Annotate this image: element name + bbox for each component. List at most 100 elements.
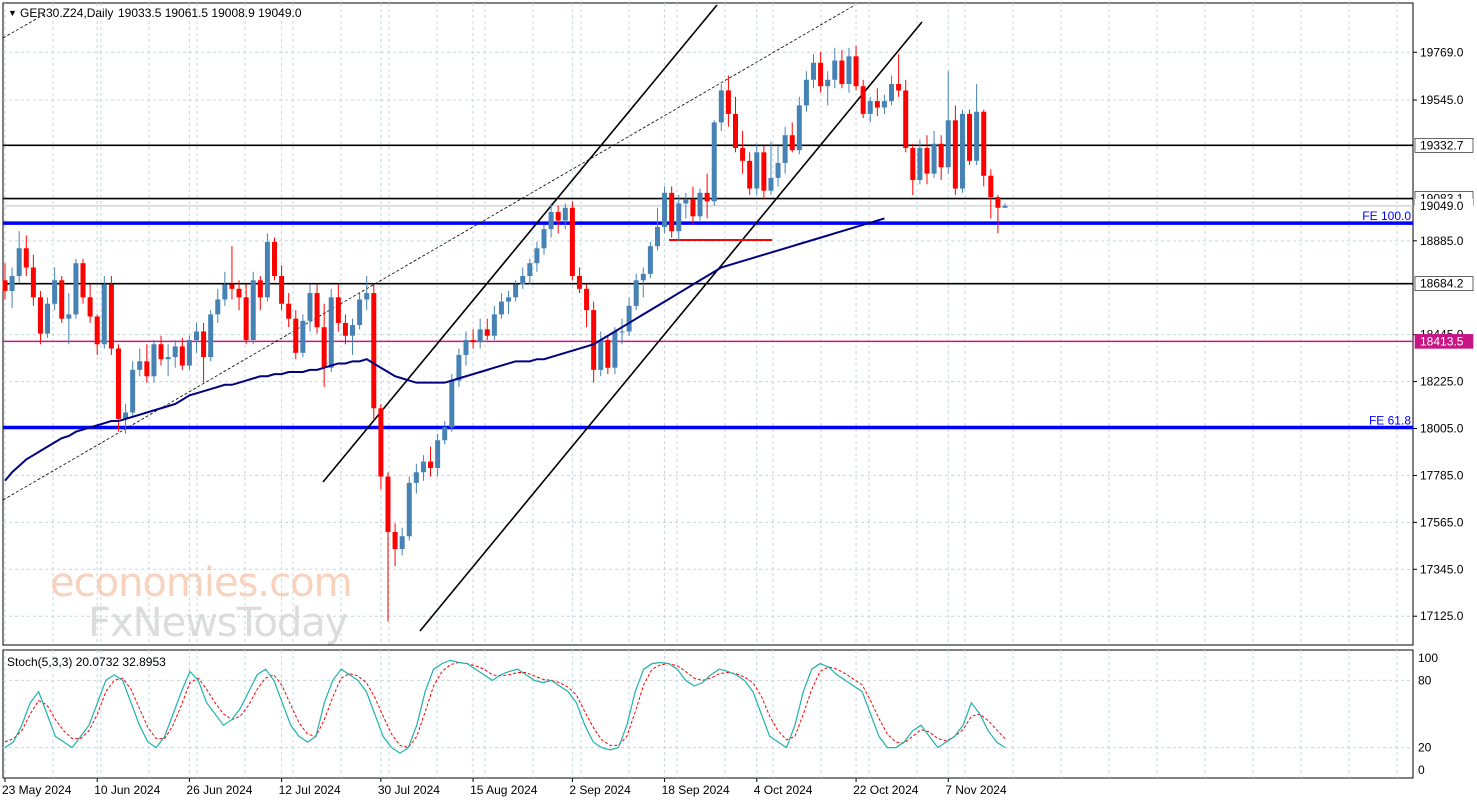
candle-body <box>690 199 696 217</box>
candle-body <box>917 148 923 181</box>
candle-body <box>350 325 356 336</box>
candle-body <box>16 248 22 277</box>
candle-body <box>243 297 249 340</box>
candle-body <box>541 229 547 249</box>
date-axis: 23 May 2024 10 Jun 2024 26 Jun 2024 12 Jul … <box>2 778 1007 797</box>
price-tick-label: 17785.0 <box>1420 468 1464 482</box>
candle-body <box>108 284 114 349</box>
candle-body <box>158 344 164 360</box>
candle-body <box>73 263 79 315</box>
candle-body <box>789 135 795 151</box>
candle-body <box>165 357 171 360</box>
candle-body <box>952 120 958 189</box>
candle-body <box>413 472 419 483</box>
candle-body <box>250 280 256 340</box>
ma-line <box>4 217 885 482</box>
candle-body <box>264 241 270 298</box>
candle-body <box>640 273 646 281</box>
candle-body <box>491 314 497 336</box>
candle-body <box>633 280 639 306</box>
candle-body <box>988 175 994 198</box>
date-tick-label: 23 May 2024 <box>2 783 72 797</box>
candle-body <box>123 412 129 419</box>
candle-body <box>818 62 824 87</box>
candle-body <box>945 120 951 168</box>
date-tick-label: 26 Jun 2024 <box>186 783 252 797</box>
candle-body <box>860 86 866 114</box>
candle-body <box>406 482 412 537</box>
candle-body <box>569 207 575 277</box>
candle-body <box>335 297 341 323</box>
price-tick-label: 19545.0 <box>1420 93 1464 107</box>
symbol-arrow-icon: ▼ <box>8 8 17 18</box>
stoch-signal-line <box>4 661 1006 749</box>
stoch-axis-label: 80 <box>1418 673 1432 687</box>
price-level-tag-label: 18684.2 <box>1420 277 1464 291</box>
stochastic-series <box>4 659 1006 754</box>
candle-body <box>87 297 93 317</box>
candle-body <box>484 329 490 336</box>
price-tick-label: 17345.0 <box>1420 562 1464 576</box>
candle-body <box>903 90 909 149</box>
candle-body <box>300 320 306 353</box>
candle-body <box>584 288 590 311</box>
date-tick-label: 7 Nov 2024 <box>945 783 1007 797</box>
candle-body <box>80 263 86 298</box>
candle-body <box>428 461 434 468</box>
stoch-panel[interactable] <box>2 649 1414 779</box>
candle-body <box>520 276 526 285</box>
date-tick-label: 22 Oct 2024 <box>853 783 919 797</box>
candle-body <box>768 177 774 191</box>
candle-body <box>201 331 207 358</box>
candle-body <box>392 531 398 550</box>
candle-body <box>846 56 852 85</box>
main-panel[interactable] <box>2 2 1414 646</box>
candle-body <box>229 284 235 289</box>
price-level-tag <box>1414 138 1474 153</box>
candle-body <box>796 105 802 151</box>
date-tick-label: 30 Jul 2024 <box>378 783 440 797</box>
candle-body <box>52 280 58 304</box>
candle-body <box>938 143 944 168</box>
candle-body <box>342 322 348 336</box>
candle-body <box>456 354 462 381</box>
candle-body <box>591 310 597 370</box>
candle-body <box>732 113 738 149</box>
candle-body <box>662 192 668 227</box>
date-tick-label: 10 Jun 2024 <box>94 783 160 797</box>
candle-body <box>208 314 214 358</box>
candle-body <box>222 284 228 300</box>
candle-body <box>889 84 895 102</box>
stoch-axis-label: 20 <box>1418 741 1432 755</box>
candle-body <box>307 293 313 321</box>
grid-lines <box>3 3 1413 778</box>
candle-body <box>513 284 519 298</box>
stoch-axis-label: 0 <box>1418 763 1425 777</box>
candle-body <box>357 299 363 326</box>
candle-body <box>718 90 724 123</box>
candle-body <box>215 299 221 315</box>
candle-body <box>839 60 845 85</box>
candle-body <box>761 152 767 191</box>
candle-body <box>676 203 682 232</box>
candle-body <box>385 476 391 532</box>
trend-lines <box>2 4 923 632</box>
candle-body <box>477 329 483 343</box>
candle-body <box>669 192 675 232</box>
candle-body <box>378 408 384 477</box>
date-tick-label: 18 Sep 2024 <box>662 783 730 797</box>
price-level-tag-label: 19332.7 <box>1420 138 1464 152</box>
candle-body <box>683 199 689 204</box>
candle-body <box>286 303 292 319</box>
candle-body <box>754 152 760 189</box>
candle-body <box>747 160 753 189</box>
price-tick-label: 17125.0 <box>1420 609 1464 623</box>
date-tick-label: 2 Sep 2024 <box>569 783 631 797</box>
candle-body <box>59 280 65 319</box>
candle-body <box>399 536 405 550</box>
candle-body <box>725 90 731 114</box>
candle-body <box>647 246 653 274</box>
candle-body <box>9 276 15 291</box>
watermark-line1: economies.com <box>50 560 352 606</box>
